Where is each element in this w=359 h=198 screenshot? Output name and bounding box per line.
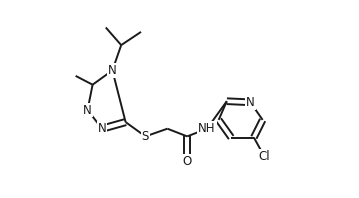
Text: N: N [246, 96, 255, 109]
Text: Cl: Cl [258, 150, 270, 163]
Text: N: N [108, 64, 117, 77]
Text: NH: NH [198, 122, 216, 135]
Text: N: N [83, 104, 92, 116]
Text: S: S [142, 130, 149, 143]
Text: O: O [183, 155, 192, 168]
Text: N: N [98, 122, 106, 135]
